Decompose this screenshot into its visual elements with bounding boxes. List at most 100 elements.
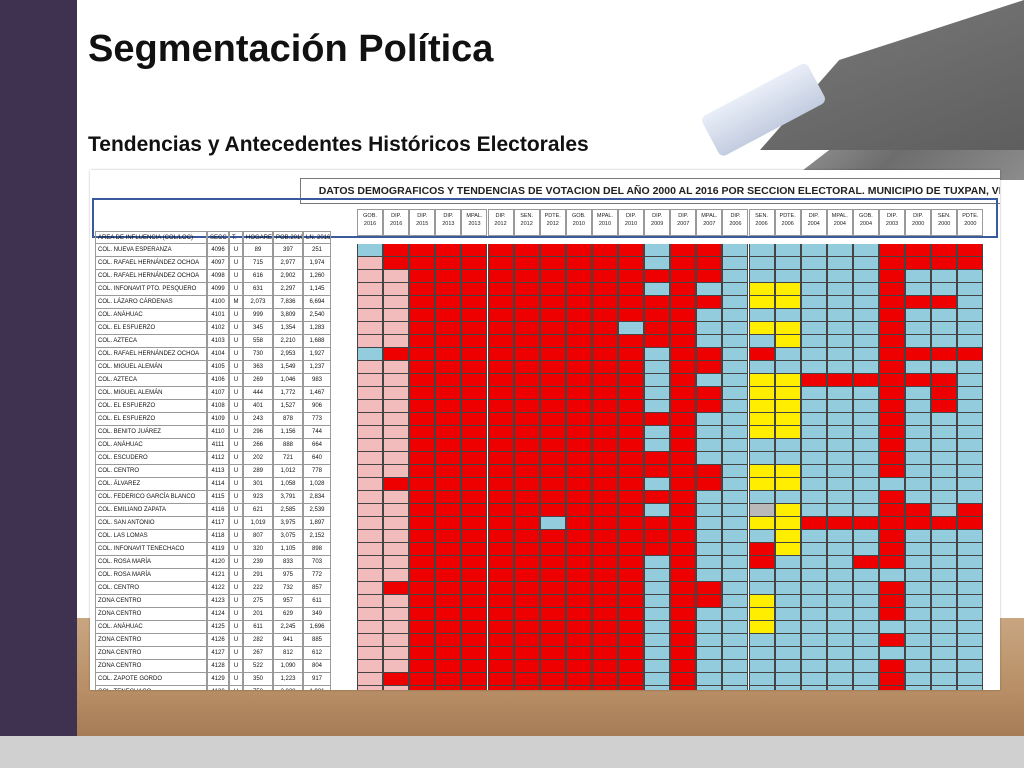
- cell-hogares: 291: [243, 569, 273, 582]
- vote-cell: [957, 673, 984, 686]
- vote-cell: [461, 686, 488, 690]
- vote-cell: [461, 491, 488, 504]
- cell-area: ZONA CENTRO: [95, 595, 207, 608]
- vote-cell: [957, 686, 984, 690]
- vote-cell: [409, 517, 436, 530]
- vote-cell: [461, 621, 488, 634]
- vote-cell: [774, 621, 801, 634]
- vote-cell: [931, 556, 958, 569]
- cell-t: U: [229, 491, 243, 504]
- election-header-type: DIP.: [678, 213, 689, 219]
- cell-secc: 4100: [207, 296, 229, 309]
- vote-cell: [644, 673, 671, 686]
- vote-cell: [852, 335, 879, 348]
- vote-cell: [696, 296, 723, 309]
- vote-cell: [435, 322, 462, 335]
- vote-cell: [670, 660, 697, 673]
- vote-cell: [513, 361, 540, 374]
- vote-cell: [826, 335, 853, 348]
- vote-cell: [957, 283, 984, 296]
- vote-cell: [435, 387, 462, 400]
- vote-cell: [644, 608, 671, 621]
- table-row: COL. FEDERICO GARCÍA BLANCO 4115 U 923 3,791…: [95, 491, 331, 504]
- vote-cell: [513, 491, 540, 504]
- vote-cell: [826, 556, 853, 569]
- vote-cell: [461, 647, 488, 660]
- vote-cell: [409, 530, 436, 543]
- vote-cell: [931, 400, 958, 413]
- election-header-year: 2003: [885, 221, 899, 227]
- election-header: DIP. 2000: [905, 209, 932, 236]
- vote-cell: [774, 686, 801, 690]
- vote-cell: [931, 569, 958, 582]
- cell-pob: 7,836: [273, 296, 303, 309]
- vote-cell: [957, 439, 984, 452]
- vote-cell: [826, 309, 853, 322]
- vote-cell: [696, 387, 723, 400]
- vote-cell: [800, 348, 827, 361]
- vote-cell: [644, 660, 671, 673]
- vote-cell: [591, 361, 618, 374]
- cell-hogares: 363: [243, 361, 273, 374]
- cell-ln: 1,237: [303, 361, 331, 374]
- election-header-year: 2004: [807, 221, 820, 227]
- cell-hogares: 289: [243, 465, 273, 478]
- election-header-year: 2012: [546, 221, 559, 227]
- cell-pob: 2,902: [273, 270, 303, 283]
- cell-pob: 2,828: [273, 686, 303, 690]
- vote-cell: [670, 543, 697, 556]
- vote-cell: [931, 660, 958, 673]
- vote-cell: [618, 270, 645, 283]
- table-row: COL. EL ESFUERZO 4102 U 345 1,354 1,283: [95, 322, 331, 335]
- vote-cell: [748, 452, 775, 465]
- vote-cell: [383, 244, 410, 257]
- vote-cell: [670, 270, 697, 283]
- vote-cell: [644, 244, 671, 257]
- vote-cell: [539, 465, 566, 478]
- vote-cell: [409, 478, 436, 491]
- vote-cell: [852, 439, 879, 452]
- vote-cell: [618, 309, 645, 322]
- vote-cell: [565, 647, 592, 660]
- cell-hogares: 621: [243, 504, 273, 517]
- vote-cell: [722, 491, 749, 504]
- election-header: GOB. 2016: [357, 209, 384, 236]
- vote-cell: [748, 257, 775, 270]
- cell-secc: 4105: [207, 361, 229, 374]
- vote-cell: [565, 283, 592, 296]
- vote-cell: [409, 634, 436, 647]
- vote-cell: [852, 660, 879, 673]
- vote-cell: [435, 361, 462, 374]
- vote-cell: [461, 608, 488, 621]
- vote-cell: [357, 491, 384, 504]
- cell-ln: 906: [303, 400, 331, 413]
- vote-cell: [513, 478, 540, 491]
- info-header: POB.2010: [273, 231, 303, 244]
- vote-cell: [618, 582, 645, 595]
- vote-cell: [618, 283, 645, 296]
- election-header-type: GOB.: [859, 213, 873, 219]
- vote-cell: [591, 686, 618, 690]
- info-header-row: AREA DE INFLUENCIA (COL/LOC) SECC T. HOGARE…: [95, 231, 331, 244]
- vote-cell: [905, 621, 932, 634]
- vote-cell: [852, 348, 879, 361]
- cell-hogares: 758: [243, 686, 273, 690]
- vote-cell: [879, 647, 906, 660]
- vote-cell: [722, 283, 749, 296]
- cell-area: COL. EMILIANO ZAPATA: [95, 504, 207, 517]
- vote-cell: [618, 517, 645, 530]
- vote-cell: [409, 283, 436, 296]
- vote-cell: [461, 309, 488, 322]
- vote-cell: [957, 413, 984, 426]
- vote-cell: [852, 387, 879, 400]
- vote-cell: [826, 504, 853, 517]
- vote-cell: [513, 582, 540, 595]
- vote-cell: [670, 595, 697, 608]
- vote-cell: [591, 387, 618, 400]
- vote-cell: [513, 621, 540, 634]
- vote-cell: [696, 543, 723, 556]
- vote-cell: [435, 270, 462, 283]
- vote-cell: [644, 530, 671, 543]
- election-header-type: DIP.: [730, 213, 741, 219]
- election-header-year: 2012: [494, 221, 507, 227]
